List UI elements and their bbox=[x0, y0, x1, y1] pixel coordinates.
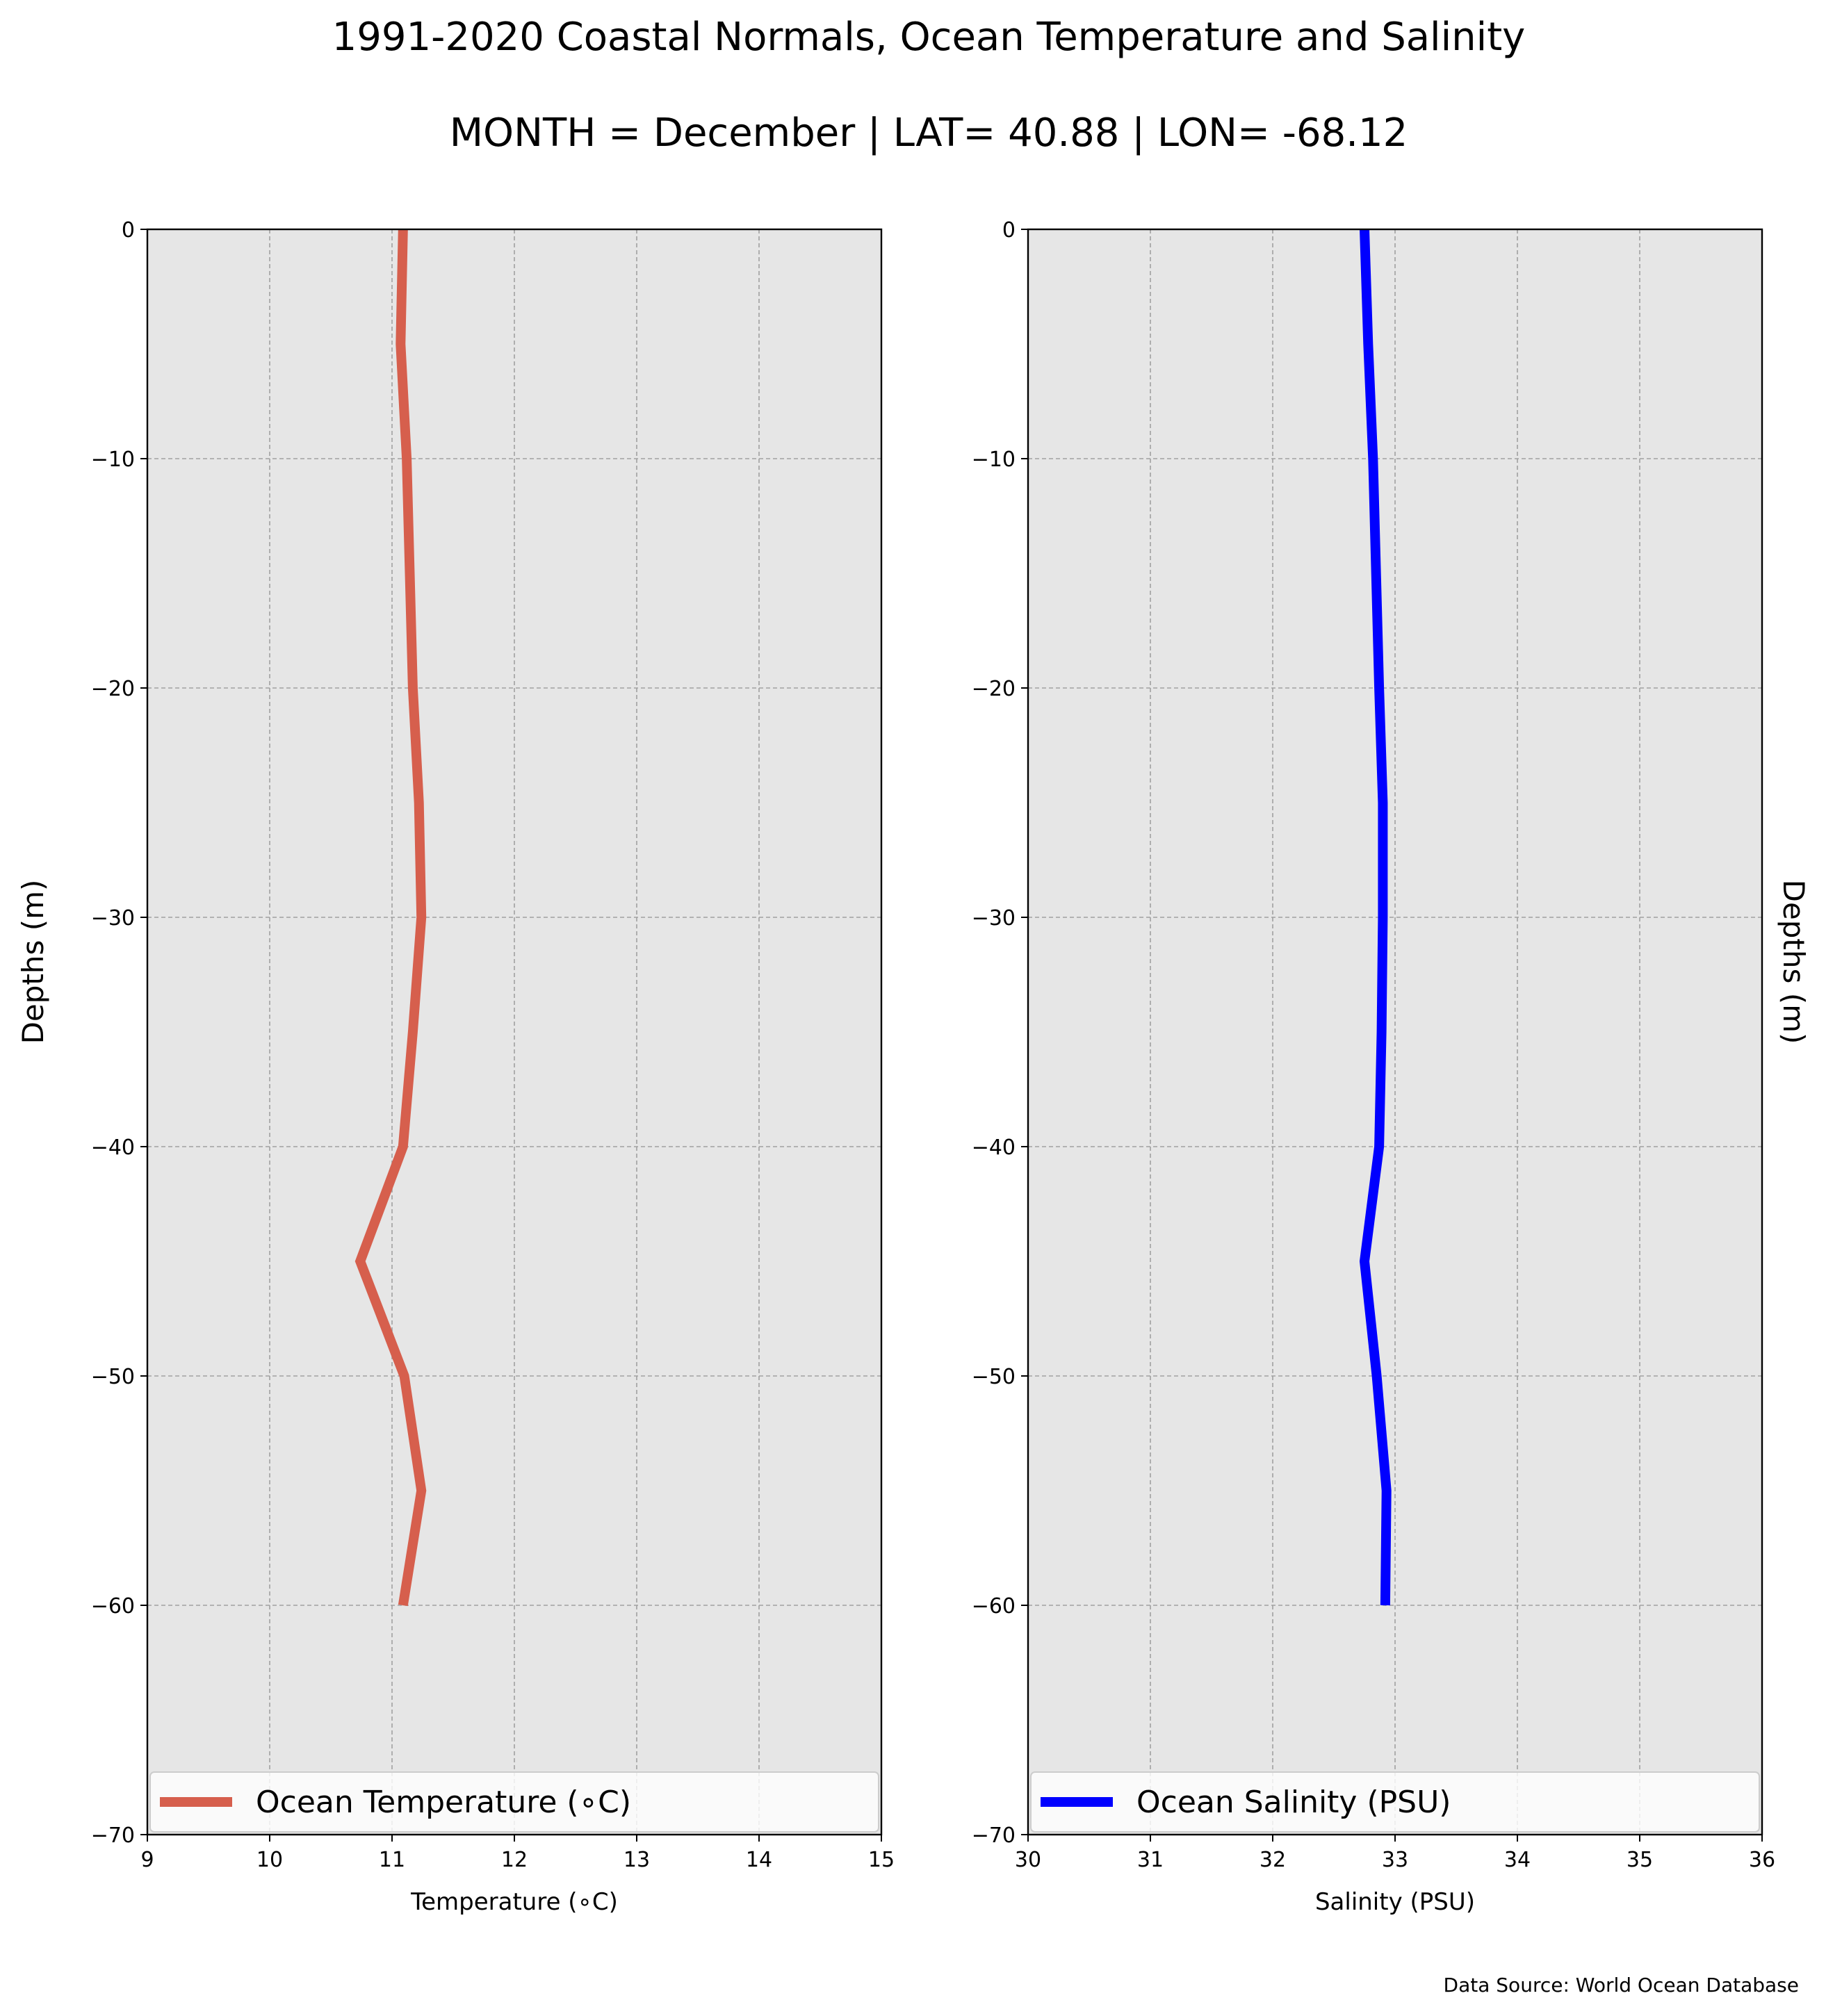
temperature-x-tick-label: 14 bbox=[746, 1848, 772, 1872]
salinity-y-tick-label: −60 bbox=[972, 1594, 1016, 1618]
temperature-legend bbox=[149, 1771, 879, 1833]
temperature-y-tick-label: −70 bbox=[91, 1824, 135, 1848]
salinity-series-line bbox=[1359, 229, 1392, 1606]
salinity-legend-label: Ocean Salinity (PSU) bbox=[1136, 1785, 1451, 1820]
salinity-x-tick-label: 34 bbox=[1504, 1848, 1531, 1872]
salinity-y-tick-label: −10 bbox=[972, 448, 1016, 472]
salinity-x-tick-label: 36 bbox=[1749, 1848, 1775, 1872]
temperature-legend-label: Ocean Temperature (∘C) bbox=[256, 1785, 631, 1820]
temperature-x-tick-label: 12 bbox=[501, 1848, 528, 1872]
temperature-y-tick-label: −10 bbox=[91, 448, 135, 472]
temperature-x-tick-label: 11 bbox=[379, 1848, 405, 1872]
salinity-panel: 30 31 32 33 34 35 36 0 −10 −20 −30 −40 −50 −60 −70 Ocea… bbox=[972, 218, 1775, 1916]
temperature-data-point bbox=[421, 917, 422, 918]
salinity-legend bbox=[1030, 1771, 1760, 1833]
temperature-y-tick-label: −50 bbox=[91, 1365, 135, 1389]
temperature-x-axis-label: Temperature (∘C) bbox=[410, 1888, 618, 1916]
left-y-axis-label: Depths (m) bbox=[16, 880, 50, 1044]
salinity-x-axis-label: Salinity (PSU) bbox=[1315, 1888, 1475, 1916]
salinity-y-tick-label: −30 bbox=[972, 906, 1016, 931]
temperature-data-point bbox=[404, 1375, 405, 1377]
salinity-data-point bbox=[1376, 1375, 1378, 1377]
temperature-data-point bbox=[402, 1605, 404, 1606]
salinity-x-tick-label: 31 bbox=[1137, 1848, 1164, 1872]
temperature-y-tick-label: −60 bbox=[91, 1594, 135, 1618]
temperature-y-tick-label: −20 bbox=[91, 677, 135, 701]
temperature-y-tick-label: −40 bbox=[91, 1136, 135, 1160]
temperature-y-tick-label: 0 bbox=[122, 218, 135, 243]
temperature-axes-frame bbox=[146, 228, 883, 1836]
salinity-x-tick-label: 35 bbox=[1627, 1848, 1653, 1872]
temperature-x-tick-label: 9 bbox=[140, 1848, 154, 1872]
salinity-data-point bbox=[1378, 687, 1380, 689]
temperature-data-point bbox=[412, 1031, 414, 1033]
salinity-x-tick-label: 32 bbox=[1260, 1848, 1286, 1872]
salinity-y-tick-label: −70 bbox=[972, 1824, 1016, 1848]
temperature-data-point bbox=[412, 687, 414, 689]
temperature-y-tick-label: −30 bbox=[91, 906, 135, 931]
temperature-data-point bbox=[400, 343, 401, 345]
salinity-x-tick-label: 33 bbox=[1382, 1848, 1408, 1872]
salinity-x-tick-label: 30 bbox=[1015, 1848, 1041, 1872]
salinity-data-point bbox=[1381, 1031, 1383, 1033]
salinity-y-tick-label: 0 bbox=[1002, 218, 1016, 243]
temperature-panel: 9 10 11 12 13 14 15 0 −10 −20 −30 −40 −50 −60 −70 Ocean… bbox=[91, 218, 895, 1916]
salinity-data-point bbox=[1364, 1261, 1365, 1262]
temperature-series-line bbox=[354, 229, 427, 1607]
chart-title: 1991-2020 Coastal Normals, Ocean Tempera… bbox=[332, 15, 1526, 60]
temperature-x-tick-label: 13 bbox=[623, 1848, 650, 1872]
salinity-y-tick-label: −20 bbox=[972, 677, 1016, 701]
salinity-y-tick-label: −40 bbox=[972, 1136, 1016, 1160]
data-source-note: Data Source: World Ocean Database bbox=[1444, 1974, 1799, 1997]
temperature-data-point bbox=[359, 1261, 361, 1262]
salinity-data-point bbox=[1367, 343, 1369, 345]
temperature-x-tick-label: 15 bbox=[868, 1848, 895, 1872]
temperature-x-tick-label: 10 bbox=[256, 1848, 283, 1872]
right-y-axis-label: Depths (m) bbox=[1777, 880, 1811, 1044]
chart-subtitle: MONTH = December | LAT= 40.88 | LON= -68… bbox=[450, 110, 1408, 156]
salinity-axes-frame bbox=[1027, 228, 1763, 1836]
salinity-y-tick-label: −50 bbox=[972, 1365, 1016, 1389]
